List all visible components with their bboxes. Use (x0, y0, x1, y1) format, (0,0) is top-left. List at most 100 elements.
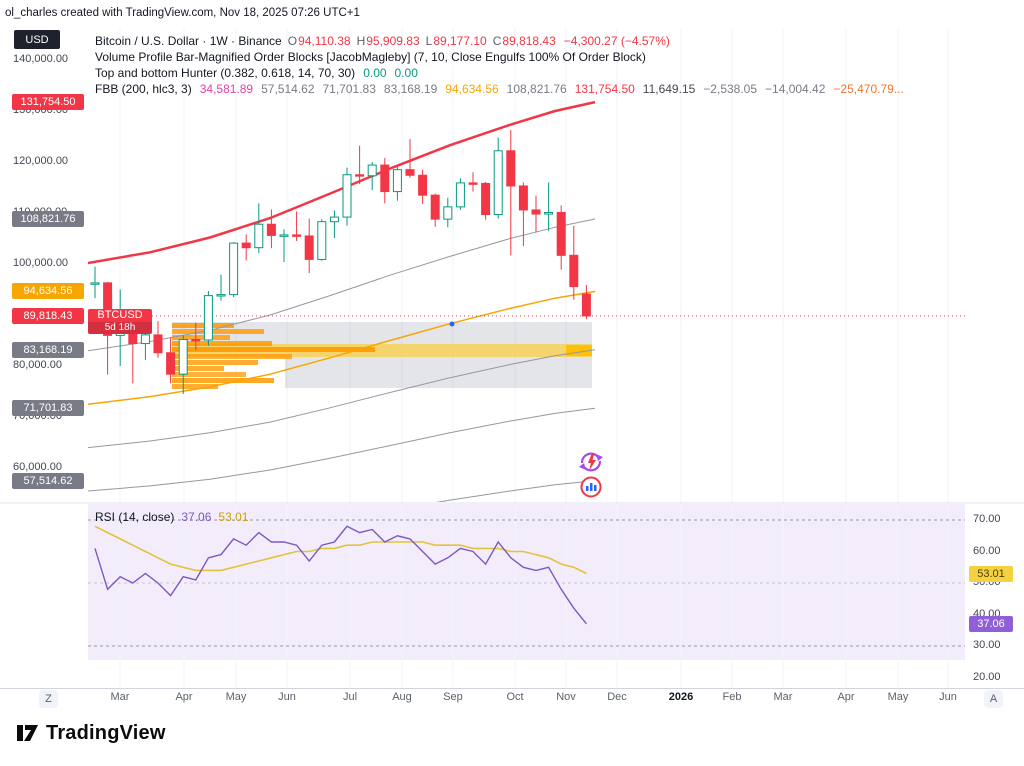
fbb-value: 108,821.76 (506, 82, 567, 96)
time-axis-label: Jun (939, 691, 957, 703)
candle-body (329, 216, 339, 223)
band_83168 (88, 349, 596, 449)
ohlc-letter: L (425, 34, 433, 48)
candle-body (506, 150, 516, 187)
candle-body (90, 282, 100, 285)
candle-body (317, 221, 327, 260)
band_131754 (88, 100, 596, 265)
fbb-legend-row[interactable]: FBB (200, hlc3, 3) 34,581.89 57,514.62 71,7… (95, 81, 904, 97)
timezone-button[interactable]: Z (39, 690, 58, 708)
candle-body (531, 209, 541, 215)
candle-body (229, 242, 239, 296)
volume-profile-bar (172, 360, 258, 365)
time-axis-label: Oct (506, 691, 524, 703)
candle-body (581, 293, 591, 317)
ohlc-value: 94,110.38 (298, 34, 351, 48)
time-axis-label: Dec (607, 691, 627, 703)
rsi-line (94, 525, 587, 625)
volume-profile-bar (172, 347, 375, 352)
hunter-value: 0.00 (363, 66, 387, 80)
band_71701 (88, 407, 596, 492)
volume-profile-bar (172, 366, 224, 371)
volume-profile-bar (172, 341, 272, 346)
candle-body (405, 169, 415, 176)
time-axis[interactable]: Z A Mar Apr May Jun Jul Aug Sep Oct Nov Dec 2026 Fe… (0, 688, 1024, 712)
volume-profile-group (172, 322, 592, 389)
bar-countdown: 5d 18h (88, 322, 152, 334)
currency-toggle-button[interactable]: USD (14, 30, 60, 49)
volume-profile-bar (172, 354, 292, 359)
time-axis-label: Jun (278, 691, 296, 703)
candle-body (140, 334, 150, 345)
volume-profile-label: Volume Profile Bar-Magnified Order Block… (95, 50, 646, 64)
candle-body (443, 206, 453, 220)
price-label-symbol: BTCUSD (88, 309, 152, 322)
time-axis-label: Nov (556, 691, 576, 703)
auto-scale-button[interactable]: A (984, 690, 1003, 708)
candle-body (166, 352, 176, 375)
time-axis-label: Apr (837, 691, 855, 703)
volume-profile-bar (172, 378, 274, 383)
candle-body (518, 185, 528, 211)
time-axis-label: Mar (110, 691, 130, 703)
candle-body (544, 211, 554, 215)
candle-body (342, 174, 352, 218)
ohlc-letter: C (492, 34, 502, 48)
hunter-label: Top and bottom Hunter (0.382, 0.618, 14,… (95, 66, 356, 80)
candle-body (380, 164, 390, 193)
tradingview-logo[interactable]: TradingView (16, 721, 166, 745)
candle-body (254, 223, 264, 249)
candle-body (241, 242, 251, 249)
ohlc-value: 89,818.43 (502, 34, 556, 48)
fbb-value: 34,581.89 (199, 82, 254, 96)
time-axis-label: Mar (773, 691, 793, 703)
rsi-value: 37.06 (181, 510, 212, 524)
attribution-text: ol_charles created with TradingView.com,… (5, 7, 360, 19)
tradingview-logo-mark (17, 725, 38, 741)
rsi-pane-background (88, 504, 965, 660)
volume-profile-bar (172, 323, 234, 328)
time-axis-label: 2026 (668, 691, 694, 703)
band_94634 (88, 290, 596, 406)
ohlc-letter: H (356, 34, 366, 48)
tradingview-logo-text: TradingView (46, 721, 166, 744)
candle-body (455, 182, 465, 208)
time-axis-label: May (887, 691, 909, 703)
candle-body (355, 174, 365, 177)
volume-profile-bar (172, 372, 246, 377)
volume-profile-bar (172, 335, 230, 340)
candle-body (304, 235, 314, 260)
rsi-label: RSI (14, close) (95, 510, 175, 524)
candle-body (216, 294, 226, 297)
candle-body (418, 174, 428, 196)
symbol-title: Bitcoin / U.S. Dollar · 1W · Binance (95, 34, 282, 48)
candles-group (90, 129, 591, 395)
fbb-value: 94,634.56 (445, 82, 499, 96)
strategy-sync-icon[interactable] (579, 452, 603, 472)
volume-profile-bar (172, 329, 264, 334)
chart-pattern-icon[interactable] (580, 476, 602, 498)
fbb-value: −14,004.42 (765, 82, 826, 96)
price-label-tag[interactable]: BTCUSD 5d 18h (88, 309, 152, 334)
fbb-value: −25,470.79... (833, 82, 904, 96)
rsi-legend-row[interactable]: RSI (14, close) 37.06 53.01 (95, 510, 248, 524)
ohlc-value: 89,177.10 (433, 34, 487, 48)
time-axis-label: May (225, 691, 247, 703)
indicator-legend: Bitcoin / U.S. Dollar · 1W · Binance O94,… (95, 33, 904, 97)
candle-body (203, 295, 213, 341)
time-axis-label: Sep (443, 691, 463, 703)
candle-body (468, 182, 478, 185)
hunter-legend-row[interactable]: Top and bottom Hunter (0.382, 0.618, 14,… (95, 65, 904, 81)
candle-body (556, 211, 566, 256)
time-axis-label: Feb (722, 691, 742, 703)
candle-body (430, 194, 440, 220)
symbol-legend-row[interactable]: Bitcoin / U.S. Dollar · 1W · Binance O94,… (95, 33, 904, 49)
band_57514 (435, 480, 596, 502)
change-value: −4,300.27 (−4.57%) (563, 34, 670, 48)
drawing-anchor-dot[interactable] (449, 321, 455, 327)
volume-profile-bar (172, 384, 218, 389)
volume-profile-legend-row[interactable]: Volume Profile Bar-Magnified Order Block… (95, 49, 904, 65)
hunter-value: 0.00 (394, 66, 418, 80)
